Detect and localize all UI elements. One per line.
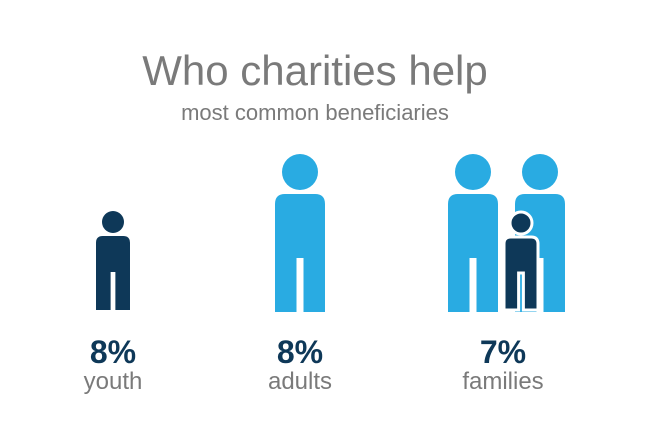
person-icon bbox=[96, 211, 130, 310]
percent: 8% bbox=[90, 334, 136, 370]
title: Who charities help bbox=[142, 47, 488, 94]
person-part bbox=[448, 194, 498, 312]
person-part bbox=[455, 154, 491, 190]
person-icon bbox=[448, 154, 498, 312]
figures bbox=[96, 154, 565, 312]
label: adults bbox=[268, 368, 332, 395]
person-icon bbox=[502, 210, 540, 312]
percent: 7% bbox=[480, 334, 526, 370]
person-part bbox=[522, 154, 558, 190]
person-icon bbox=[275, 154, 325, 312]
person-part bbox=[508, 210, 534, 236]
person-part bbox=[282, 154, 318, 190]
person-part bbox=[102, 211, 124, 233]
label: youth bbox=[84, 368, 143, 395]
person-part bbox=[502, 235, 540, 312]
person-part bbox=[275, 194, 325, 312]
percent: 8% bbox=[277, 334, 323, 370]
person-part bbox=[96, 236, 130, 310]
subtitle: most common beneficiaries bbox=[181, 100, 449, 125]
label: families bbox=[462, 368, 543, 395]
